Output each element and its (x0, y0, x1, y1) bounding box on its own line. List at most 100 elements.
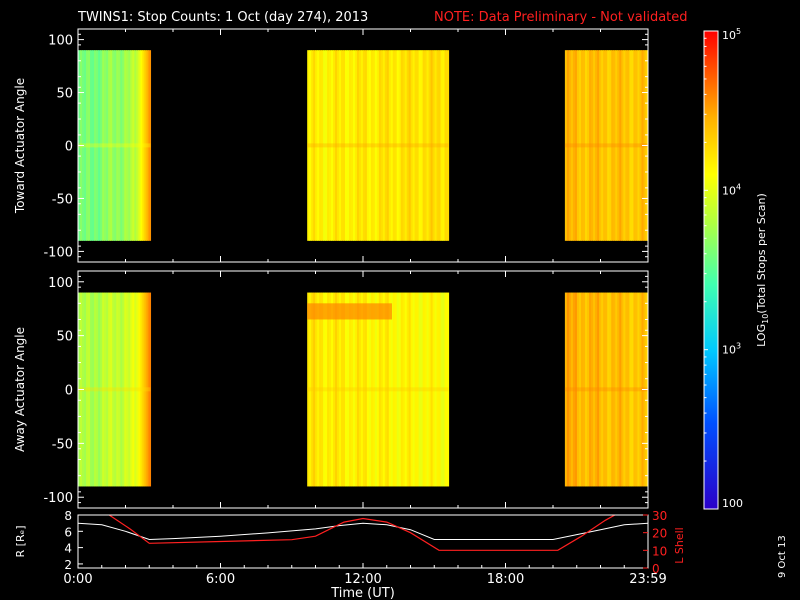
y-tick-label: 50 (56, 87, 73, 102)
heatmap-cell (436, 50, 440, 241)
heatmap-cell (402, 292, 406, 487)
heatmap-cell (581, 50, 584, 241)
heatmap-cell (625, 292, 628, 487)
heatmap-cell (348, 50, 352, 241)
heatmap-cell (307, 292, 310, 487)
heatmap-cell (100, 292, 103, 487)
heatmap-cell (597, 50, 600, 241)
heatmap-cell (321, 50, 324, 241)
heatmap-cell (585, 292, 588, 487)
heatmap-cell (345, 292, 348, 487)
heatmap-cell (412, 292, 416, 487)
heatmap-cell (574, 50, 578, 241)
heatmap-cell (138, 50, 141, 241)
heatmap-cell (428, 292, 432, 487)
heatmap-cell (394, 292, 398, 487)
heatmap-cell (392, 292, 396, 487)
heatmap-cell (309, 292, 312, 487)
heatmap-cell (325, 50, 328, 241)
heatmap-cell (374, 292, 378, 487)
heatmap-cell (440, 50, 444, 241)
heatmap-cell (138, 292, 141, 487)
heatmap-cell (432, 50, 436, 241)
heatmap-cell (134, 292, 137, 487)
heatmap-cell (601, 50, 604, 241)
heatmap-cell (627, 292, 630, 487)
heatmap-cell (568, 50, 572, 241)
heatmap-cell (607, 292, 610, 487)
heatmap-cell (424, 50, 428, 241)
heatmap-cell (611, 292, 614, 487)
y-right-label: L Shell (673, 527, 686, 563)
heatmap-cell (142, 50, 145, 241)
heatmap-cell (116, 292, 119, 487)
heatmap-cell (426, 50, 430, 241)
heatmap-cell (398, 50, 402, 241)
heatmap-cell (408, 292, 412, 487)
heatmap-cell (595, 50, 598, 241)
heatmap-cell (354, 292, 358, 487)
heatmap-cell (368, 292, 372, 487)
heatmap-cell (343, 50, 346, 241)
y-tick-label: 8 (64, 509, 72, 523)
y-tick-label: 2 (64, 558, 72, 572)
heatmap-cell (311, 292, 314, 487)
heatmap-cell (576, 50, 580, 241)
heatmap-cell (350, 292, 354, 487)
heatmap-cell (572, 292, 576, 487)
heatmap-cell (396, 292, 400, 487)
heatmap-cell (418, 50, 422, 241)
heatmap-cell (368, 50, 372, 241)
heatmap-cell (414, 50, 418, 241)
heatmap-cell (120, 292, 123, 487)
data-segment (78, 50, 152, 241)
heatmap-cell (621, 50, 624, 241)
heatmap-cell (311, 50, 314, 241)
y-tick-label: -100 (43, 245, 73, 260)
heatmap-cell (128, 50, 131, 241)
heatmap-cell (400, 50, 404, 241)
heatmap-cell (416, 292, 420, 487)
colorbar-tick-label: 103 (722, 342, 741, 357)
heatmap-cell (384, 50, 388, 241)
heatmap-cell (629, 50, 632, 241)
heatmap-cell (398, 292, 402, 487)
heatmap-cell (146, 50, 150, 241)
y-right-tick-label: 20 (652, 527, 667, 541)
heatmap-cell (408, 50, 412, 241)
heatmap-cell (319, 50, 322, 241)
heatmap-cell (578, 50, 582, 241)
heatmap-cell (317, 292, 320, 487)
data-segment (307, 50, 450, 241)
heatmap-cell (438, 50, 442, 241)
heatmap-cell (621, 292, 624, 487)
high-count-band (307, 303, 392, 320)
x-tick-label: 18:00 (487, 572, 524, 587)
heatmap-cell (136, 50, 139, 241)
heatmap-cell (607, 50, 610, 241)
y-right-tick-label: 30 (652, 509, 667, 523)
heatmap-cell (418, 292, 422, 487)
y-left-label: R [Rₑ] (14, 526, 27, 558)
heatmap-cell (104, 50, 107, 241)
series-lshell-line (78, 515, 617, 551)
heatmap-cell (358, 292, 362, 487)
heatmap-cell (362, 50, 366, 241)
heatmap-cell (356, 50, 360, 241)
y-tick-label: -100 (43, 491, 73, 506)
heatmap-cell (88, 292, 91, 487)
heatmap-cell (90, 292, 93, 487)
heatmap-cell (319, 292, 322, 487)
heatmap-cell (98, 50, 101, 241)
heatmap-cell (376, 50, 380, 241)
heatmap-cell (374, 50, 378, 241)
heatmap-cell (605, 292, 608, 487)
zero-band (307, 387, 449, 392)
heatmap-cell (416, 50, 420, 241)
heatmap-cell (613, 292, 616, 487)
heatmap-cell (394, 50, 398, 241)
heatmap-cell (637, 50, 641, 241)
heatmap-cell (380, 292, 384, 487)
heatmap-cell (114, 292, 117, 487)
title-main: TWINS1: Stop Counts: 1 Oct (day 274), 20… (77, 10, 368, 25)
